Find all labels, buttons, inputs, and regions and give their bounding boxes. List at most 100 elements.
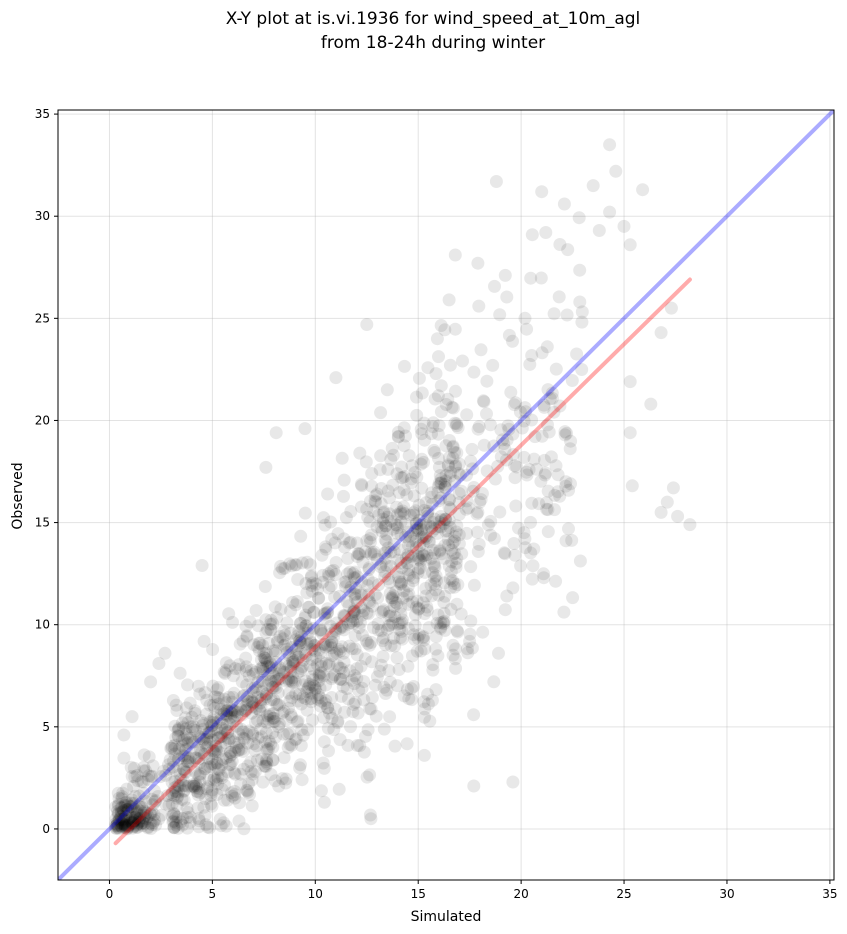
data-point <box>136 819 150 833</box>
data-point <box>200 730 214 744</box>
data-point <box>397 421 411 435</box>
data-point <box>441 392 455 406</box>
data-point <box>350 648 364 662</box>
data-point <box>206 744 220 758</box>
data-point <box>168 719 182 733</box>
data-point <box>127 814 141 828</box>
data-point <box>109 817 123 831</box>
data-point <box>617 219 631 233</box>
data-point <box>303 659 317 673</box>
data-point <box>412 513 426 527</box>
data-point <box>332 782 346 796</box>
data-point <box>246 728 260 742</box>
data-point <box>159 768 173 782</box>
data-point <box>313 667 327 681</box>
data-point <box>115 821 129 835</box>
data-point <box>446 451 460 465</box>
data-point <box>239 704 253 718</box>
data-point <box>410 390 423 404</box>
data-point <box>425 497 439 511</box>
data-point <box>333 589 347 603</box>
data-point <box>452 537 466 551</box>
data-point <box>432 494 446 508</box>
data-point <box>365 479 379 493</box>
data-point <box>305 579 318 592</box>
data-point <box>254 693 268 707</box>
y-tick-label: 15 <box>35 516 50 530</box>
data-point <box>317 637 331 651</box>
data-point <box>316 575 329 589</box>
data-point <box>220 718 234 732</box>
data-point <box>438 589 452 603</box>
data-point <box>357 675 371 688</box>
data-point <box>242 777 256 791</box>
data-point <box>241 694 255 708</box>
data-point <box>219 751 233 765</box>
data-point <box>130 818 143 832</box>
data-point <box>133 798 147 812</box>
data-point <box>442 513 456 527</box>
data-point <box>448 546 462 560</box>
data-point <box>399 551 413 565</box>
data-point <box>315 627 329 641</box>
data-point <box>417 518 430 532</box>
data-point <box>335 619 349 633</box>
data-point <box>215 771 229 785</box>
data-point <box>435 513 448 527</box>
data-point <box>396 471 409 485</box>
data-point <box>434 620 448 634</box>
data-point <box>410 644 424 658</box>
data-point <box>330 646 344 660</box>
data-point <box>549 362 563 376</box>
data-point <box>361 510 375 524</box>
data-point <box>117 804 131 818</box>
data-point <box>518 532 532 546</box>
data-point <box>540 502 554 516</box>
data-point <box>260 659 274 673</box>
data-point <box>465 442 479 456</box>
data-point <box>305 686 319 700</box>
data-point <box>394 505 408 519</box>
data-point <box>404 682 418 696</box>
data-point <box>553 399 567 413</box>
data-point <box>333 733 347 747</box>
data-point <box>162 762 176 776</box>
data-point <box>421 506 434 520</box>
data-point <box>313 691 327 705</box>
data-point <box>177 762 191 776</box>
data-point <box>133 808 147 822</box>
data-point <box>205 799 219 813</box>
data-point <box>209 744 223 758</box>
data-point <box>130 805 144 819</box>
data-point <box>480 407 493 421</box>
data-point <box>317 511 330 525</box>
data-point <box>336 673 349 687</box>
data-point <box>487 439 501 453</box>
data-point <box>470 525 484 539</box>
data-point <box>146 798 160 812</box>
data-point <box>324 515 338 529</box>
data-point <box>429 683 443 697</box>
data-point <box>133 814 147 828</box>
data-point <box>386 616 400 630</box>
data-point <box>448 530 462 544</box>
data-point <box>603 138 617 152</box>
data-point <box>446 574 460 588</box>
data-point <box>162 799 176 812</box>
data-point <box>239 664 253 677</box>
data-point <box>193 687 207 701</box>
data-point <box>266 726 280 740</box>
data-point <box>267 669 281 683</box>
data-point <box>281 645 294 659</box>
data-point <box>392 575 406 589</box>
data-point <box>258 692 272 706</box>
data-point <box>115 816 129 830</box>
data-point <box>274 559 288 573</box>
data-point <box>285 655 299 669</box>
data-point <box>527 452 541 466</box>
data-point <box>118 819 132 833</box>
data-point <box>294 739 308 752</box>
data-point <box>121 818 135 832</box>
data-point <box>318 611 332 625</box>
data-point <box>284 661 298 675</box>
